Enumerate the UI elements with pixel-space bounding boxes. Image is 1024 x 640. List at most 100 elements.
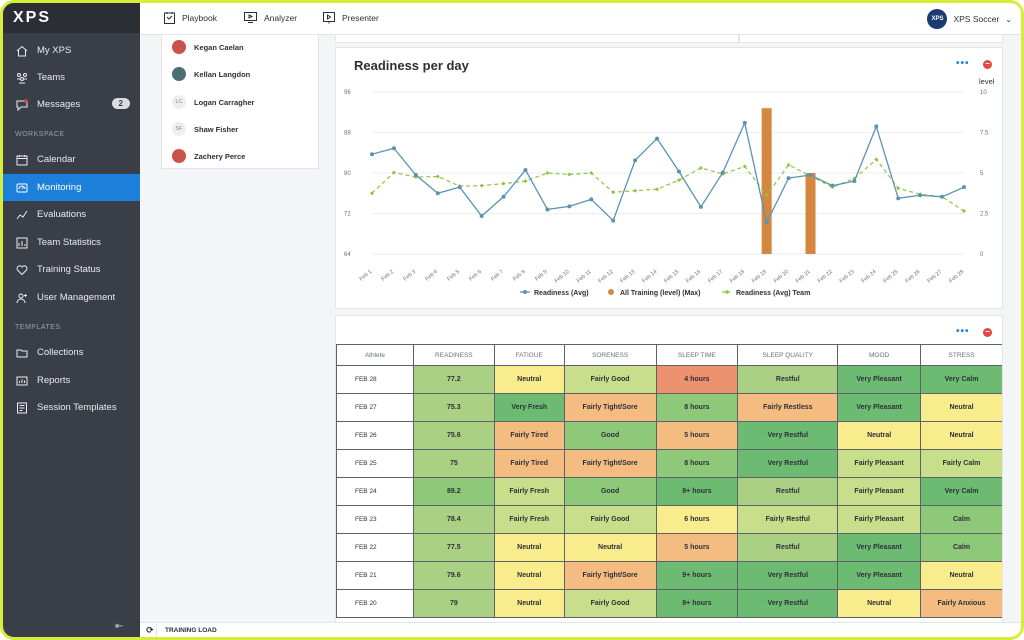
metric-cell: Fairly Calm <box>920 449 1002 478</box>
metric-cell: Neutral <box>493 365 565 394</box>
metric-cell: Calm <box>920 505 1002 534</box>
table-row[interactable]: FEB 27 75.3 Very Fresh Fairly Tight/Sore 8 h… <box>336 393 1002 422</box>
metric-cell: Neutral <box>563 533 657 562</box>
refresh-icon[interactable]: ⟳ <box>144 623 157 637</box>
team-readiness-point <box>523 179 528 184</box>
list-item[interactable]: LC Logan Carragher <box>172 95 254 109</box>
y2-tick-label: 5 <box>980 171 984 177</box>
sidebar-item-reports[interactable]: Reports <box>3 367 140 394</box>
table-row[interactable]: FEB 22 77.5 Neutral Neutral 5 hours Restful Ve… <box>336 533 1002 562</box>
readiness-point <box>457 185 462 190</box>
column-header[interactable]: STRESS <box>920 344 1002 366</box>
column-header[interactable]: Athlete <box>336 344 414 366</box>
x-tick-label: Feb 19 <box>751 269 768 285</box>
sidebar-item-label: Monitoring <box>37 182 82 193</box>
sidebar-item-team-statistics[interactable]: Team Statistics <box>3 229 140 256</box>
sidebar: XPS My XPS Teams Messages 2 WORKSPACE Ca… <box>3 3 140 637</box>
sidebar-item-user-management[interactable]: User Management <box>3 284 140 311</box>
presenter-icon <box>323 12 335 24</box>
team-readiness-point <box>874 157 879 162</box>
metric-cell: Very Pleasant <box>837 365 922 394</box>
sidebar-item-teams[interactable]: Teams <box>3 64 140 91</box>
table-row[interactable]: FEB 20 79 Neutral Fairly Good 9+ hours Very R… <box>336 589 1002 618</box>
metric-cell: 79.6 <box>412 561 495 590</box>
sidebar-item-session-templates[interactable]: Session Templates <box>3 394 140 421</box>
more-options-icon[interactable]: ••• <box>956 58 970 69</box>
metric-cell: Neutral <box>920 393 1002 422</box>
table-row[interactable]: FEB 21 79.6 Neutral Fairly Tight/Sore 9+ hou… <box>336 561 1002 590</box>
remove-widget-icon[interactable]: − <box>983 328 992 337</box>
table-row[interactable]: FEB 23 78.4 Fairly Fresh Fairly Good 6 hours… <box>336 505 1002 534</box>
team-readiness-point <box>742 164 747 169</box>
x-tick-label: Feb 15 <box>663 269 680 285</box>
sidebar-item-evaluations[interactable]: Evaluations <box>3 201 140 228</box>
y2-tick-label: 2.5 <box>980 212 989 218</box>
list-item[interactable]: Kellan Langdon <box>172 67 250 81</box>
metric-cell: Fairly Pleasant <box>837 505 922 534</box>
readiness-point <box>413 173 418 178</box>
table-row[interactable]: FEB 24 89.2 Fairly Fresh Good 9+ hours Restfu… <box>336 477 1002 506</box>
readiness-point <box>523 167 528 172</box>
list-item[interactable]: Zachery Perce <box>172 149 245 163</box>
monitor-icon <box>15 181 28 194</box>
list-item[interactable]: Kegan Caelan <box>172 40 244 54</box>
sidebar-item-monitoring[interactable]: Monitoring <box>3 174 140 201</box>
x-tick-label: Feb 10 <box>554 269 571 285</box>
panel-stub <box>739 35 1003 43</box>
column-header[interactable]: READINESS <box>412 344 495 366</box>
remove-widget-icon[interactable]: − <box>983 60 992 69</box>
metric-cell: Neutral <box>837 421 922 450</box>
sidebar-item-label: Team Statistics <box>37 237 101 248</box>
sidebar-item-collections[interactable]: Collections <box>3 339 140 366</box>
teams-icon <box>15 71 28 84</box>
sidebar-item-calendar[interactable]: Calendar <box>3 146 140 173</box>
app-logo[interactable]: XPS <box>3 3 140 33</box>
sidebar-item-label: Evaluations <box>37 209 87 220</box>
org-switcher[interactable]: XPS XPS Soccer ⌄ <box>927 9 1012 29</box>
y-tick-label: 80 <box>344 171 351 177</box>
message-count-badge: 2 <box>111 98 130 109</box>
metric-cell: Fairly Fresh <box>493 505 565 534</box>
session-icon <box>15 401 28 414</box>
playbook-tab[interactable]: Playbook <box>164 12 217 24</box>
training-bar <box>761 108 772 254</box>
sidebar-item-messages[interactable]: Messages 2 <box>3 91 140 118</box>
sidebar-item-label: Teams <box>37 72 65 83</box>
readiness-point <box>698 204 703 209</box>
readiness-point <box>764 220 769 225</box>
legend-swatch <box>608 289 614 295</box>
avatar: LC <box>172 95 186 109</box>
metric-cell: Very Restful <box>737 449 839 478</box>
collapse-icon[interactable]: ⇤ <box>115 621 124 632</box>
x-tick-label: Feb 20 <box>773 269 790 285</box>
presenter-tab[interactable]: Presenter <box>323 12 379 24</box>
team-readiness-point <box>786 162 791 167</box>
list-item[interactable]: SF Shaw Fisher <box>172 122 238 136</box>
metric-cell: 5 hours <box>655 421 739 450</box>
table-row[interactable]: FEB 25 75 Fairly Tired Fairly Tight/Sore 8 h… <box>336 449 1002 478</box>
metric-cell: Fairly Tired <box>493 421 565 450</box>
team-readiness-point <box>655 187 660 192</box>
sidebar-item-my-xps[interactable]: My XPS <box>3 37 140 64</box>
column-header[interactable]: SORENESS <box>563 344 657 366</box>
more-options-icon[interactable]: ••• <box>956 326 970 337</box>
analyzer-tab[interactable]: Analyzer <box>244 12 297 23</box>
column-header[interactable]: SLEEP QUALITY <box>737 344 839 366</box>
table-row[interactable]: FEB 28 77.2 Neutral Fairly Good 4 hours Restf… <box>336 365 1002 394</box>
readiness-chart: 64 72 80 88 96 0 2.5 5 7.5 10 level Feb 1 Feb 2 Feb 3… <box>344 77 995 297</box>
x-tick-label: Feb 25 <box>883 269 900 285</box>
readiness-point <box>830 183 835 188</box>
column-header[interactable]: FATIGUE <box>493 344 565 366</box>
x-tick-label: Feb 23 <box>839 269 856 285</box>
metrics-table-card: ••• − Athlete READINESS FATIGUE SORENESS SLE… <box>335 315 1003 625</box>
column-header[interactable]: MOOD <box>837 344 922 366</box>
sidebar-item-training-status[interactable]: Training Status <box>3 256 140 283</box>
table-row[interactable]: FEB 26 75.6 Fairly Tired Good 5 hours Very Re… <box>336 421 1002 450</box>
y2-tick-label: 0 <box>980 252 984 258</box>
team-readiness-point <box>589 171 594 175</box>
training-load-label[interactable]: TRAINING LOAD <box>165 626 217 634</box>
readiness-point <box>918 193 923 198</box>
column-header[interactable]: SLEEP TIME <box>655 344 739 366</box>
x-tick-label: Feb 1 <box>359 269 374 283</box>
x-tick-label: Feb 26 <box>904 269 921 285</box>
